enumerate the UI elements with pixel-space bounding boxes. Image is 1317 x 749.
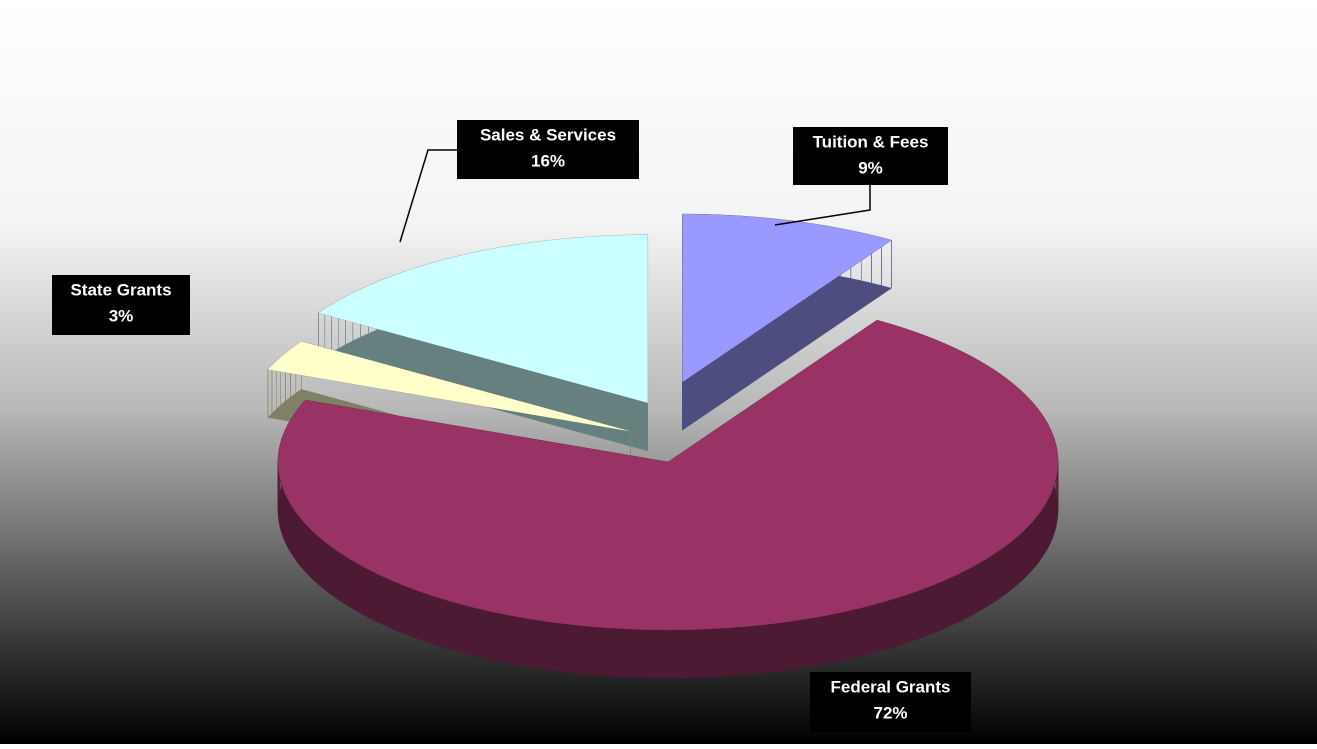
label-name: State Grants [70, 280, 171, 299]
label-value: 72% [873, 703, 907, 722]
label-value: 3% [109, 306, 134, 325]
label-name: Tuition & Fees [813, 132, 929, 151]
label-box [52, 275, 190, 335]
label-value: 16% [531, 151, 565, 170]
slice [682, 214, 892, 383]
label-box [793, 127, 948, 185]
label-value: 9% [858, 158, 883, 177]
labels: Tuition & Fees 9% Federal Grants 72% State G… [52, 120, 971, 732]
bottom-bar [0, 738, 1317, 744]
slice [278, 320, 1058, 630]
label-name: Sales & Services [480, 125, 616, 144]
leader-line [774, 185, 871, 226]
leader-line [399, 149, 457, 243]
slice [267, 341, 631, 432]
label-name: Federal Grants [831, 677, 951, 696]
slice [318, 234, 648, 403]
label-box [810, 672, 971, 732]
label-box [457, 120, 639, 179]
pie [267, 213, 1059, 679]
